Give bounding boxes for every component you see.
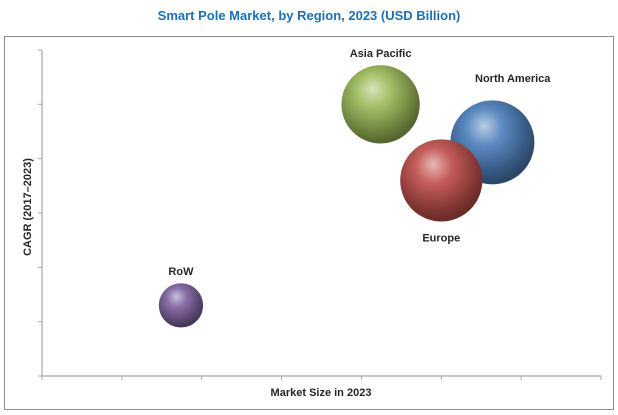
- bubble-label-row: RoW: [168, 266, 194, 278]
- bubble-europe: [400, 139, 483, 222]
- bubbles: [158, 65, 535, 328]
- bubble-label-europe: Europe: [422, 232, 460, 244]
- y-axis-title: CAGR (2017–2023): [22, 158, 34, 256]
- bubble-labels: Asia Pacific North America Europe RoW: [168, 48, 551, 278]
- chart-frame: [4, 36, 614, 410]
- bubble-label-north-america: North America: [475, 73, 551, 85]
- axes: [38, 49, 602, 380]
- bubble-label-asia-pacific: Asia Pacific: [350, 48, 412, 60]
- bubble-row: [158, 283, 204, 328]
- chart-title: Smart Pole Market, by Region, 2023 (USD …: [157, 8, 461, 23]
- bubble-asia-pacific: [341, 65, 420, 144]
- x-axis-title: Market Size in 2023: [271, 387, 372, 399]
